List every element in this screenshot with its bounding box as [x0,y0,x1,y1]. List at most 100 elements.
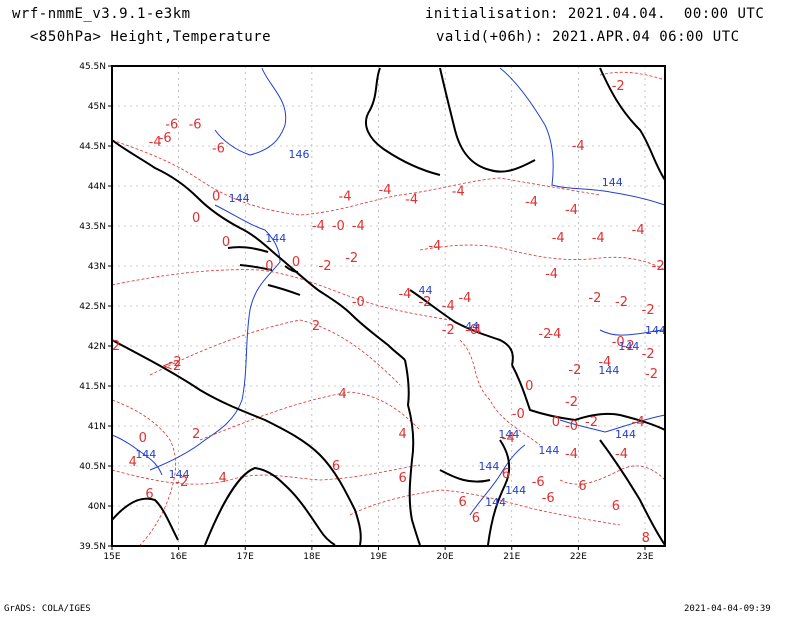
temperature-label: -6 [542,491,555,506]
lat-tick-label: 40N [88,502,106,512]
island [239,264,273,271]
height-label: 144 [505,484,526,497]
height-contour [469,444,526,516]
temperature-label: -4 [352,219,365,234]
contour-lines [111,67,666,546]
footer-grads-credit: GrADS: COLA/IGES [4,604,91,614]
coastline [111,139,406,361]
height-label: 144 [645,324,666,337]
temperature-label: -6 [212,141,225,156]
country-border [599,67,666,181]
lon-tick-label: 18E [303,552,320,562]
temperature-label: -2 [622,339,635,354]
temperature-label: -2 [615,295,628,310]
lon-tick-label: 16E [170,552,187,562]
temperature-label: -4 [442,299,455,314]
temperature-contour [111,269,451,321]
height-label: 144 [498,428,519,441]
temperature-label: -4 [552,231,565,246]
temperature-label: -4 [312,219,325,234]
lat-lon-grid [111,65,665,547]
temperature-contour [111,139,601,216]
temperature-label: 0 [222,235,230,250]
temperature-label: 6 [398,471,406,486]
temperature-label: 6 [332,459,340,474]
temperature-label: -2 [585,415,598,430]
coastline [404,359,421,546]
height-contour [559,414,666,433]
country-border [599,439,666,546]
lon-tick-label: 19E [370,552,387,562]
temperature-label: 6 [145,487,153,502]
temperature-label: -2 [568,363,581,378]
temperature-label: -6 [165,117,178,132]
country-border [511,364,666,431]
temperature-contour [111,464,421,485]
island [284,265,299,273]
lon-tick-label: 20E [437,552,454,562]
lon-tick-label: 22E [570,552,587,562]
temperature-label: -4 [398,287,411,302]
lat-tick-label: 44N [88,182,106,192]
temperature-label: -4 [149,135,162,150]
temperature-label: -4 [572,139,585,154]
height-label: 146 [289,148,310,161]
temperature-label: -2 [418,295,431,310]
temperature-label: 0 [292,255,300,270]
island [267,284,301,296]
lon-tick-label: 21E [503,552,520,562]
temperature-label: -2 [588,291,601,306]
axis-ticks: 15E 16E 17E 18E 19E 20E 21E 22E 23E 45.5N 45N 44.5N… [79,62,654,562]
height-label: 144 [478,460,499,473]
temperature-label: -2 [169,355,182,370]
valid-time: valid(+06h): 2021.APR.04 06:00 UTC [436,29,740,45]
temperature-label: 6 [502,467,510,482]
lat-tick-label: 42.5N [79,302,106,312]
temperature-contour [349,489,621,526]
temperature-label: -4 [565,447,578,462]
temperature-label: 6 [578,479,586,494]
temperature-label: -4 [452,185,465,200]
lat-tick-label: 40.5N [79,462,106,472]
level-title: <850hPa> Height,Temperature [30,29,272,45]
temperature-label: -0 [612,335,625,350]
temperature-label: -0 [352,295,365,310]
temperature-label: -4 [339,189,352,204]
model-title: wrf-nmmE_v3.9.1-e3km [12,6,191,22]
height-label: 44 [465,320,479,333]
lat-tick-label: 45.5N [79,62,106,72]
height-contour [111,434,163,476]
temperature-label: -4 [502,431,515,446]
temperature-label: -6 [532,475,545,490]
temperature-label: -2 [642,347,655,362]
lat-tick-label: 43.5N [79,222,106,232]
country-border [487,439,511,546]
lon-tick-label: 17E [237,552,254,562]
temperature-label: -4 [458,291,471,306]
lat-tick-label: 43N [88,262,106,272]
lat-tick-label: 39.5N [79,542,106,552]
lat-tick-label: 42N [88,342,106,352]
temperature-label: -2 [442,323,455,338]
temperature-label: 2 [112,339,120,354]
temperature-label: 0 [525,379,533,394]
height-contour [214,67,287,156]
temperature-label: 2 [312,319,320,334]
lon-tick-label: 23E [636,552,653,562]
temperature-label: -2 [565,395,578,410]
temperature-label: -4 [548,327,561,342]
temperature-label: -4 [632,415,645,430]
height-label: 144 [618,340,639,353]
temperature-contour [459,339,541,446]
temperature-label: -2 [612,79,625,94]
height-contour [499,67,666,206]
temperature-label: -4 [468,323,481,338]
temperature-label: 2 [192,427,200,442]
temperature-label: 4 [339,387,347,402]
temperature-label: 0 [192,211,200,226]
country-border [439,67,536,173]
temperature-label: -4 [598,355,611,370]
height-label: 144 [615,428,636,441]
temperature-contour [199,391,421,441]
